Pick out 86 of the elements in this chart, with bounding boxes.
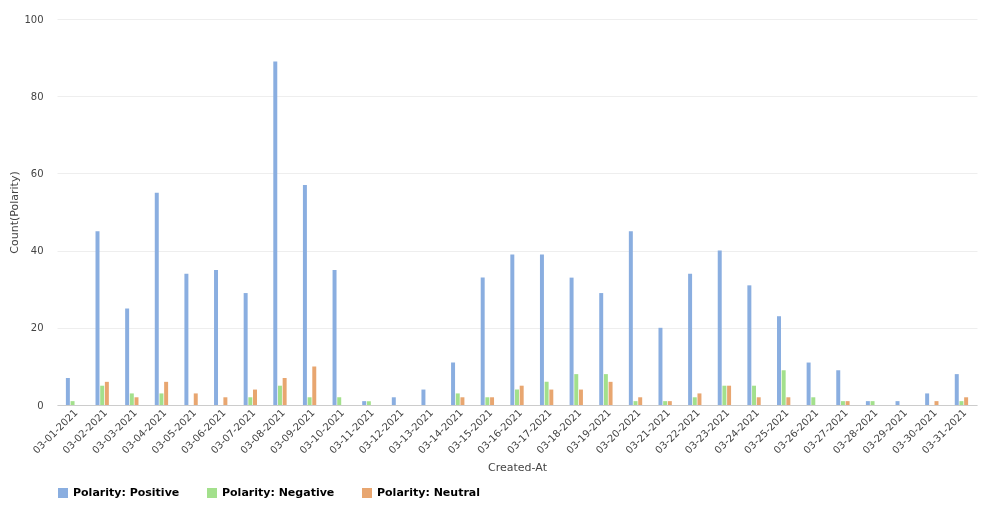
bar xyxy=(332,269,337,405)
bar xyxy=(569,277,574,405)
bar xyxy=(539,254,544,405)
bar xyxy=(125,308,130,405)
bar xyxy=(836,370,841,405)
bar xyxy=(603,374,608,405)
bar xyxy=(840,401,845,405)
bar xyxy=(747,285,752,405)
bar xyxy=(391,397,396,405)
bar xyxy=(253,389,257,405)
bar xyxy=(337,397,342,405)
bar xyxy=(214,269,219,405)
bar xyxy=(599,293,604,405)
bar xyxy=(485,397,490,405)
bar xyxy=(752,385,757,405)
bar xyxy=(65,377,70,405)
bar xyxy=(307,397,312,405)
bar xyxy=(154,192,159,405)
bar xyxy=(519,385,524,405)
y-tick-label: 60 xyxy=(30,167,44,179)
bar xyxy=(490,397,495,405)
bar xyxy=(811,397,816,405)
bar xyxy=(786,397,791,405)
bar xyxy=(302,184,307,405)
bar xyxy=(164,381,169,405)
bar xyxy=(628,231,633,405)
bar xyxy=(722,385,727,405)
bar xyxy=(870,401,875,405)
bar xyxy=(717,250,722,405)
bar xyxy=(515,389,519,405)
bar xyxy=(480,277,485,405)
bar xyxy=(608,381,613,405)
bar xyxy=(421,389,426,405)
bar xyxy=(574,374,579,405)
x-axis-title: Created-At xyxy=(488,460,548,474)
y-tick-label: 40 xyxy=(30,245,44,257)
bar xyxy=(184,273,189,405)
bar xyxy=(362,401,367,405)
bar xyxy=(223,397,228,405)
bar xyxy=(544,381,549,405)
bar xyxy=(781,370,786,405)
bar xyxy=(954,374,959,405)
bar xyxy=(578,389,583,405)
y-tick-label: 80 xyxy=(30,90,44,102)
bar xyxy=(756,397,761,405)
legend-label: Polarity: Neutral xyxy=(377,486,481,499)
bar xyxy=(243,293,248,405)
bar xyxy=(845,401,850,405)
y-tick-label: 100 xyxy=(24,13,44,25)
bar xyxy=(248,397,253,405)
bar xyxy=(692,397,697,405)
bar xyxy=(964,397,969,405)
bar xyxy=(159,393,164,405)
bar xyxy=(667,401,672,405)
bar xyxy=(312,366,317,405)
bar xyxy=(193,393,198,405)
bar xyxy=(727,385,732,405)
bar xyxy=(455,393,460,405)
bar xyxy=(638,397,643,405)
bar xyxy=(688,273,693,405)
legend-label: Polarity: Positive xyxy=(73,486,180,499)
y-axis-title: Count(Polarity) xyxy=(8,171,22,254)
bar xyxy=(366,401,371,405)
bar xyxy=(806,362,811,405)
bar xyxy=(959,401,964,405)
bar xyxy=(697,393,702,405)
bar xyxy=(658,327,663,405)
bar xyxy=(100,385,105,405)
legend-label: Polarity: Negative xyxy=(222,486,335,499)
bar xyxy=(549,389,554,405)
y-tick-label: 0 xyxy=(37,399,44,411)
bar xyxy=(510,254,515,405)
bar xyxy=(865,401,870,405)
bar xyxy=(282,377,287,405)
bar xyxy=(451,362,456,405)
bar xyxy=(277,385,282,405)
bar xyxy=(663,401,668,405)
bar xyxy=(777,316,781,405)
bar xyxy=(129,393,134,405)
y-tick-label: 20 xyxy=(30,322,44,334)
bar xyxy=(104,381,109,405)
bar xyxy=(925,393,930,405)
bar xyxy=(460,397,465,405)
bar xyxy=(273,61,278,405)
bar xyxy=(633,401,638,405)
bar xyxy=(70,401,75,405)
